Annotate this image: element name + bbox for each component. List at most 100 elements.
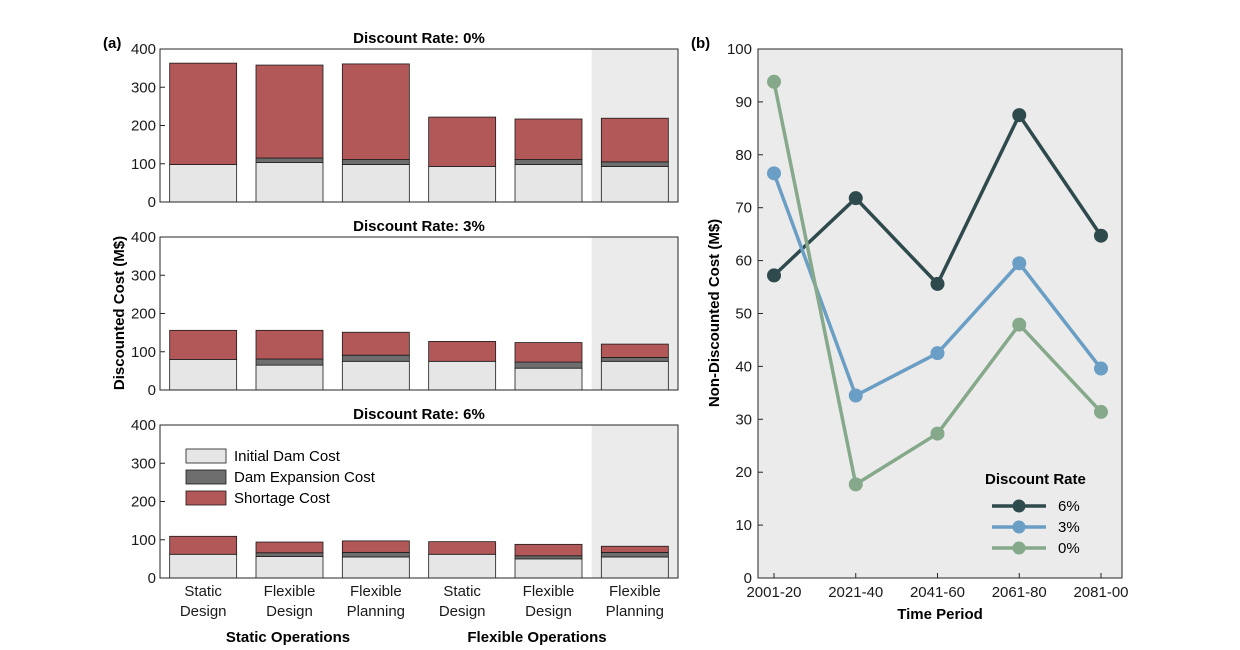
category-label-5-line2: Design xyxy=(525,603,572,620)
bar-dam-expansion-cost-3 xyxy=(341,159,410,165)
bar-initial-dam-cost-6 xyxy=(600,556,669,579)
y-tick-label: 300 xyxy=(131,455,156,472)
bar-dam-expansion-cost-5 xyxy=(514,361,583,369)
series-3 xyxy=(767,166,1108,403)
y-tick-label: 100 xyxy=(131,156,156,173)
legend-label-dam-expansion-cost: Dam Expansion Cost xyxy=(234,469,376,486)
bar-dam-expansion-cost-2 xyxy=(255,552,324,557)
y-tick-label: 10 xyxy=(735,517,752,534)
bar-dam-expansion-cost-5 xyxy=(514,555,583,560)
category-label-1-line2: Design xyxy=(180,603,227,620)
panel-b-y-ticks: 0 10 20 30 40 50 60 70 80 90 100 xyxy=(727,41,763,587)
subplot-1: Discount Rate: 0% 0 100 200 300 400 xyxy=(131,30,679,211)
y-tick-label: 400 xyxy=(131,229,156,246)
bar-initial-dam-cost-2 xyxy=(255,556,324,579)
bar-shortage-cost-5 xyxy=(514,342,583,363)
bar-initial-dam-cost-1 xyxy=(169,358,238,391)
y-tick-label: 0 xyxy=(148,570,156,587)
bar-dam-expansion-cost-3 xyxy=(341,354,410,362)
bar-dam-expansion-cost-3 xyxy=(341,551,410,558)
bar-dam-expansion-cost-6 xyxy=(600,357,669,362)
subplot-title: Discount Rate: 0% xyxy=(353,30,485,47)
bar-initial-dam-cost-4 xyxy=(428,360,497,391)
y-tick-label: 70 xyxy=(735,200,752,217)
bar-initial-dam-cost-4 xyxy=(428,166,497,203)
x-tick-label: 2021-40 xyxy=(828,584,883,601)
y-tick-label: 30 xyxy=(735,411,752,428)
y-tick-label: 400 xyxy=(131,41,156,58)
panel-a: (a) Discounted Cost (M$) Discount Rate: … xyxy=(103,30,679,646)
bar-shortage-cost-4 xyxy=(428,541,497,555)
y-tick-label: 20 xyxy=(735,464,752,481)
bar-initial-dam-cost-2 xyxy=(255,364,324,391)
bar-shortage-cost-6 xyxy=(600,343,669,358)
y-tick-label: 100 xyxy=(131,532,156,549)
bar-initial-dam-cost-1 xyxy=(169,164,238,203)
point-6-1 xyxy=(767,268,781,283)
legend-swatch-shortage-cost xyxy=(185,490,227,506)
y-tick-label: 400 xyxy=(131,417,156,434)
bar-shortage-cost-3 xyxy=(341,540,410,553)
series-0 xyxy=(767,74,1108,492)
y-tick-label: 300 xyxy=(131,267,156,284)
point-0-2 xyxy=(848,477,863,492)
bar-initial-dam-cost-5 xyxy=(514,558,583,579)
bar-shortage-cost-2 xyxy=(255,541,324,554)
point-0-3 xyxy=(930,426,945,441)
bar-dam-expansion-cost-2 xyxy=(255,358,324,366)
legend-swatch-initial-dam-cost xyxy=(185,448,227,464)
bar-initial-dam-cost-4 xyxy=(428,553,497,579)
panel-b-ylabel: Non-Discounted Cost (M$) xyxy=(706,219,723,407)
category-label-4: Static xyxy=(443,583,481,600)
bar-shortage-cost-4 xyxy=(428,341,497,362)
bar-shortage-cost-3 xyxy=(341,63,410,160)
legend-label-6: 6% xyxy=(1058,498,1080,515)
bar-initial-dam-cost-1 xyxy=(169,553,238,579)
panel-a-category-labels: Static Design Flexible Design Flexible Planni… xyxy=(180,583,664,620)
panel-b: (b) 0 10 20 30 40 50 60 70 80 90 100 2001-20 2021-4… xyxy=(691,35,1129,623)
bar-shortage-cost-5 xyxy=(514,118,583,160)
bar-initial-dam-cost-5 xyxy=(514,367,583,391)
y-tick-label: 50 xyxy=(735,306,752,323)
category-label-3: Flexible xyxy=(350,583,402,600)
bar-shortage-cost-2 xyxy=(255,329,324,360)
bar-initial-dam-cost-5 xyxy=(514,164,583,203)
point-6-5 xyxy=(1094,228,1108,243)
y-tick-label: 40 xyxy=(735,358,752,375)
point-3-3 xyxy=(930,346,945,361)
legend-marker-3 xyxy=(1012,520,1026,534)
subplot-2: Discount Rate: 3% 0 100 200 300 400 xyxy=(131,218,679,399)
bar-dam-expansion-cost-6 xyxy=(600,161,669,167)
panel-a-ylabel: Discounted Cost (M$) xyxy=(111,236,128,390)
x-tick-label: 2041-60 xyxy=(910,584,965,601)
panel-b-xlabel: Time Period xyxy=(897,606,983,623)
x-tick-label: 2081-00 xyxy=(1073,584,1128,601)
bar-dam-expansion-cost-6 xyxy=(600,551,669,558)
group-label-static-operations: Static Operations xyxy=(226,629,350,646)
y-tick-label: 0 xyxy=(148,382,156,399)
y-tick-label: 60 xyxy=(735,253,752,270)
y-tick-label: 100 xyxy=(131,344,156,361)
category-label-2: Flexible xyxy=(264,583,316,600)
panel-a-legend: Initial Dam Cost Dam Expansion Cost Shorta… xyxy=(185,448,376,507)
bar-initial-dam-cost-3 xyxy=(341,164,410,203)
legend-marker-6 xyxy=(1012,499,1026,513)
x-tick-label: 2061-80 xyxy=(992,584,1047,601)
y-tick-label: 0 xyxy=(148,194,156,211)
y-tick-label: 100 xyxy=(727,41,752,58)
y-tick-label: 0 xyxy=(744,570,752,587)
legend-marker-0 xyxy=(1012,541,1026,555)
group-label-flexible-operations: Flexible Operations xyxy=(467,629,606,646)
panel-b-label: (b) xyxy=(691,35,710,52)
bar-shortage-cost-4 xyxy=(428,116,497,167)
legend-label-shortage-cost: Shortage Cost xyxy=(234,490,331,507)
subplot-title: Discount Rate: 6% xyxy=(353,406,485,423)
point-6-3 xyxy=(930,276,945,291)
legend-label-3: 3% xyxy=(1058,519,1080,536)
x-tick-label: 2001-20 xyxy=(746,584,801,601)
bar-initial-dam-cost-6 xyxy=(600,360,669,391)
category-label-4-line2: Design xyxy=(439,603,486,620)
category-label-6-line2: Planning xyxy=(606,603,664,620)
